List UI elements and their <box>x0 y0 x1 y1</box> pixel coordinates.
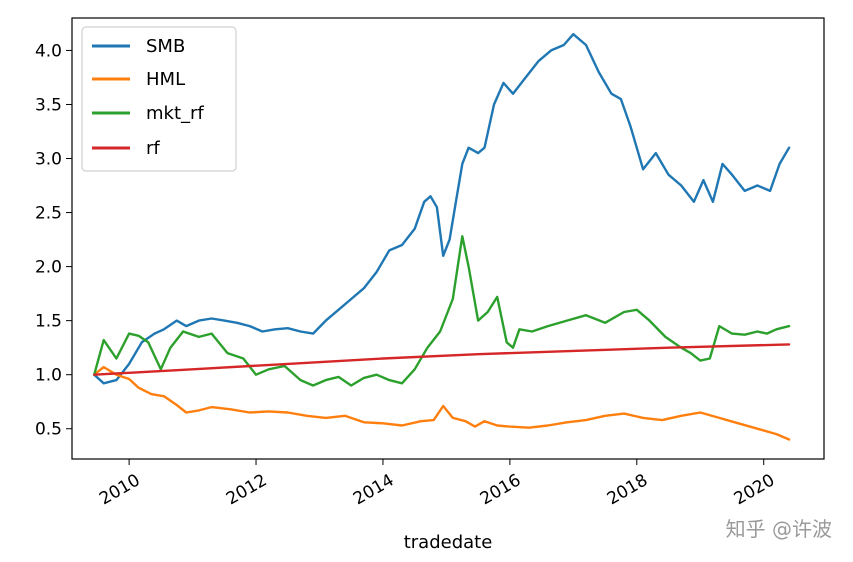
x-tick-label: 2020 <box>731 470 778 509</box>
y-tick-label: 1.5 <box>35 312 62 332</box>
y-tick-label: 0.5 <box>35 420 62 440</box>
legend-label-rf: rf <box>146 138 160 159</box>
legend-label-hml: HML <box>146 69 185 90</box>
series-line-mkt-rf <box>92 235 791 387</box>
legend-label-smb: SMB <box>146 36 185 57</box>
x-tick-label: 2018 <box>604 470 651 509</box>
y-tick-label: 2.0 <box>35 258 62 278</box>
plot-area-frame <box>71 17 825 460</box>
series-line-rf <box>92 343 791 376</box>
y-tick-label: 2.5 <box>35 204 62 224</box>
x-tick-label: 2010 <box>96 470 143 509</box>
x-tick-label: 2016 <box>477 470 524 509</box>
y-tick-label: 3.5 <box>35 95 62 115</box>
series-line-hml <box>92 365 791 441</box>
y-tick-label: 1.0 <box>35 366 62 386</box>
series-lines <box>92 33 791 441</box>
legend: SMB HML mkt_rf rf <box>81 26 237 172</box>
x-tick-label: 2014 <box>350 470 397 509</box>
legend-box <box>81 26 237 172</box>
y-axis: 0.5 1.0 1.5 2.0 2.5 3.0 3.5 4.0 <box>35 41 72 440</box>
y-tick-label: 3.0 <box>35 150 62 170</box>
legend-label-mkt-rf: mkt_rf <box>146 103 204 124</box>
series-line-smb <box>92 33 791 385</box>
x-tick-label: 2012 <box>223 470 270 509</box>
x-axis-label: tradedate <box>404 532 493 553</box>
watermark: 知乎 @许波 <box>726 517 832 541</box>
y-tick-label: 4.0 <box>35 41 62 61</box>
x-axis: 2010 2012 2014 2016 2018 2020 <box>96 459 778 509</box>
